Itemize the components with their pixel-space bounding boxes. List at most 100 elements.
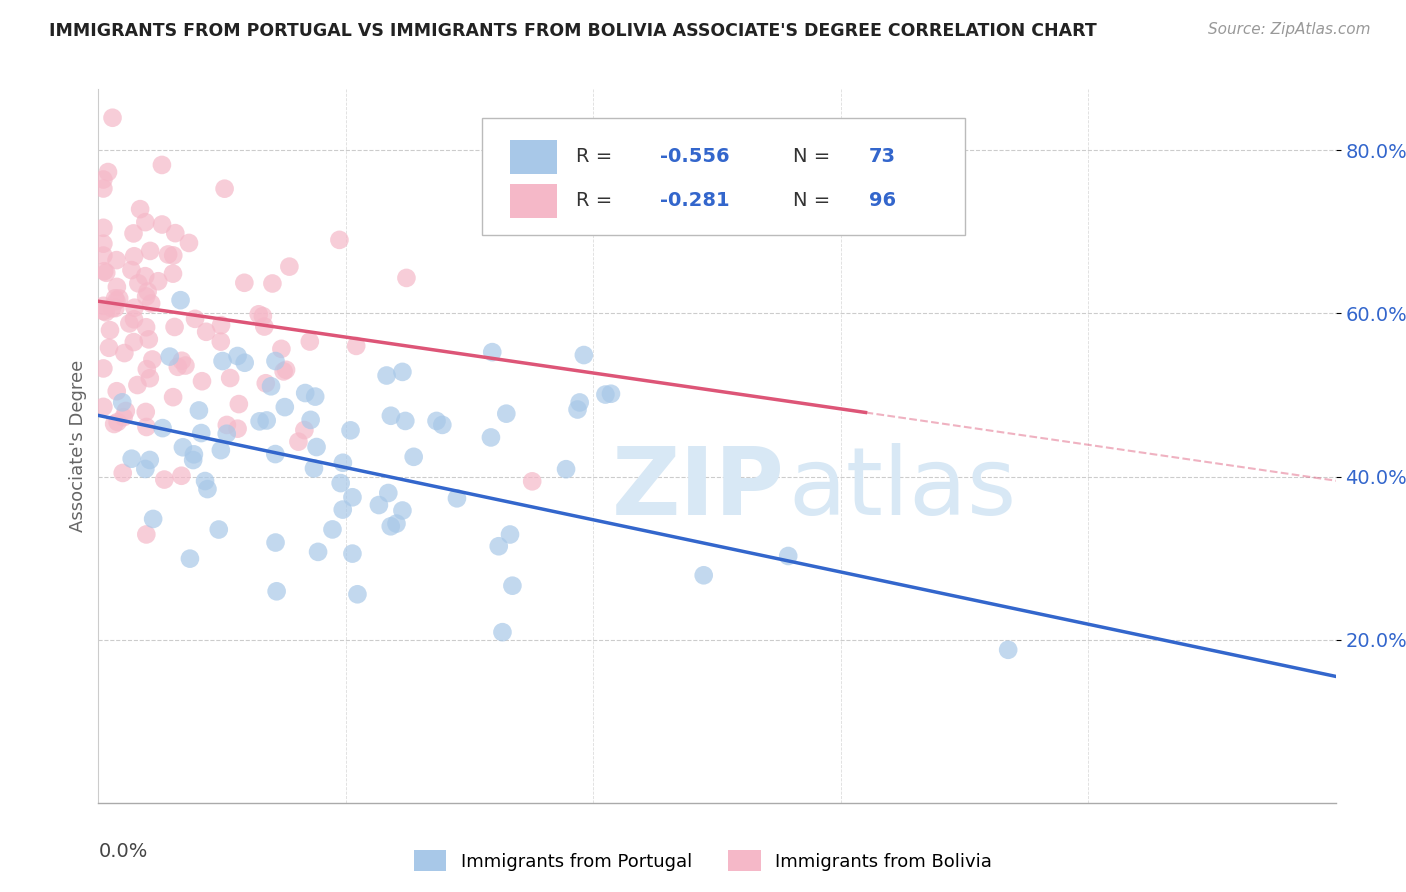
Point xyxy=(219,371,242,385)
Point xyxy=(342,547,364,561)
Point xyxy=(135,527,157,541)
Point xyxy=(344,339,367,353)
Point xyxy=(778,549,800,563)
Point xyxy=(499,527,522,541)
Point xyxy=(209,443,232,458)
Point xyxy=(112,346,135,360)
Point xyxy=(165,226,187,240)
Point xyxy=(170,353,193,368)
Point xyxy=(332,456,354,470)
Text: ZIP: ZIP xyxy=(612,442,785,535)
Point xyxy=(215,426,238,441)
Point xyxy=(214,182,236,196)
Text: 96: 96 xyxy=(869,192,897,211)
Point xyxy=(249,414,271,428)
Point xyxy=(522,475,544,489)
Point xyxy=(346,587,368,601)
Point xyxy=(93,361,115,376)
Point xyxy=(169,293,191,308)
Point xyxy=(394,414,416,428)
Point xyxy=(93,220,115,235)
Point xyxy=(108,292,131,306)
Point xyxy=(488,539,510,553)
Point xyxy=(184,311,207,326)
Point xyxy=(93,236,115,251)
Point xyxy=(122,227,145,241)
Point xyxy=(274,400,297,414)
Text: 73: 73 xyxy=(869,147,896,166)
Point xyxy=(136,285,159,299)
Point xyxy=(321,523,343,537)
Point xyxy=(121,263,143,277)
Point xyxy=(139,371,162,385)
Point xyxy=(159,350,181,364)
Point xyxy=(270,342,292,356)
Point xyxy=(118,317,141,331)
Point xyxy=(98,341,121,355)
Point xyxy=(174,359,197,373)
Point xyxy=(135,420,157,434)
Legend: Immigrants from Portugal, Immigrants from Bolivia: Immigrants from Portugal, Immigrants fro… xyxy=(406,843,1000,879)
Point xyxy=(166,359,188,374)
Point xyxy=(139,453,162,467)
Point xyxy=(380,519,402,533)
Point xyxy=(228,397,250,411)
Y-axis label: Associate's Degree: Associate's Degree xyxy=(69,359,87,533)
Point xyxy=(122,249,145,263)
Point xyxy=(501,579,523,593)
Point xyxy=(148,274,170,288)
Point xyxy=(274,363,297,377)
Point xyxy=(479,430,502,444)
FancyBboxPatch shape xyxy=(510,184,557,218)
Point xyxy=(122,312,145,326)
Point xyxy=(209,334,232,349)
Point xyxy=(191,374,214,388)
FancyBboxPatch shape xyxy=(510,139,557,174)
Point xyxy=(179,551,201,566)
Point xyxy=(264,447,287,461)
Point xyxy=(391,365,413,379)
Point xyxy=(395,271,418,285)
Point xyxy=(491,625,513,640)
Point xyxy=(367,498,389,512)
Point xyxy=(446,491,468,506)
Point xyxy=(104,291,127,305)
Point xyxy=(141,352,163,367)
Point xyxy=(93,304,115,318)
Point xyxy=(107,415,129,429)
Point xyxy=(112,410,135,425)
Point xyxy=(294,386,316,401)
Point xyxy=(339,423,361,437)
Point xyxy=(197,482,219,496)
Point xyxy=(233,356,256,370)
Point xyxy=(252,309,274,323)
Point xyxy=(135,362,157,376)
Point xyxy=(105,280,128,294)
Point xyxy=(142,512,165,526)
Point xyxy=(254,376,277,391)
Point xyxy=(134,462,156,476)
Point xyxy=(208,523,231,537)
Point xyxy=(172,440,194,454)
Point xyxy=(183,447,205,461)
Point xyxy=(135,320,157,334)
Point xyxy=(135,289,157,303)
Point xyxy=(121,451,143,466)
Point xyxy=(157,247,180,261)
Point xyxy=(307,545,329,559)
Point xyxy=(181,453,204,467)
Point xyxy=(425,414,447,428)
Point xyxy=(247,307,270,321)
Point xyxy=(97,165,120,179)
Point xyxy=(495,407,517,421)
Point xyxy=(150,158,173,172)
Point xyxy=(122,334,145,349)
Point xyxy=(129,202,152,216)
Text: 0.0%: 0.0% xyxy=(98,842,148,861)
Point xyxy=(481,345,503,359)
Point xyxy=(997,642,1019,657)
Point xyxy=(105,253,128,268)
Point xyxy=(94,305,117,319)
Text: -0.281: -0.281 xyxy=(661,192,730,211)
Point xyxy=(170,468,193,483)
